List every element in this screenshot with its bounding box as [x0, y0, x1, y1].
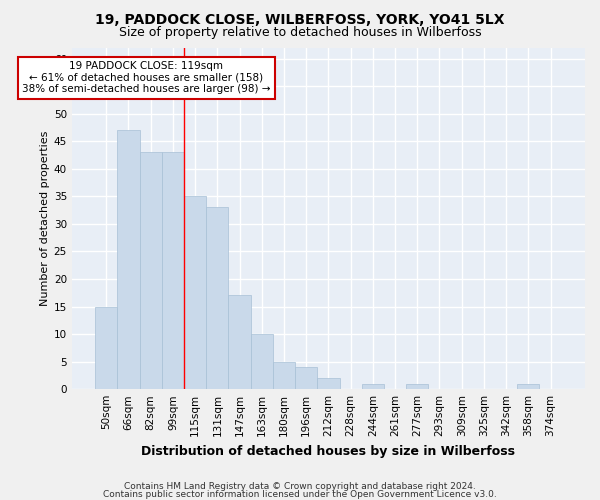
Bar — [184, 196, 206, 389]
X-axis label: Distribution of detached houses by size in Wilberfoss: Distribution of detached houses by size … — [142, 444, 515, 458]
Bar — [517, 384, 539, 389]
Text: Contains HM Land Registry data © Crown copyright and database right 2024.: Contains HM Land Registry data © Crown c… — [124, 482, 476, 491]
Text: 19 PADDOCK CLOSE: 119sqm
← 61% of detached houses are smaller (158)
38% of semi-: 19 PADDOCK CLOSE: 119sqm ← 61% of detach… — [22, 62, 271, 94]
Text: Size of property relative to detached houses in Wilberfoss: Size of property relative to detached ho… — [119, 26, 481, 39]
Bar — [295, 367, 317, 389]
Text: Contains public sector information licensed under the Open Government Licence v3: Contains public sector information licen… — [103, 490, 497, 499]
Bar — [95, 306, 118, 389]
Bar — [273, 362, 295, 389]
Bar — [362, 384, 384, 389]
Bar — [317, 378, 340, 389]
Bar — [251, 334, 273, 389]
Bar — [118, 130, 140, 389]
Bar — [206, 208, 229, 389]
Y-axis label: Number of detached properties: Number of detached properties — [40, 130, 50, 306]
Bar — [406, 384, 428, 389]
Bar — [162, 152, 184, 389]
Bar — [140, 152, 162, 389]
Bar — [229, 296, 251, 389]
Text: 19, PADDOCK CLOSE, WILBERFOSS, YORK, YO41 5LX: 19, PADDOCK CLOSE, WILBERFOSS, YORK, YO4… — [95, 12, 505, 26]
